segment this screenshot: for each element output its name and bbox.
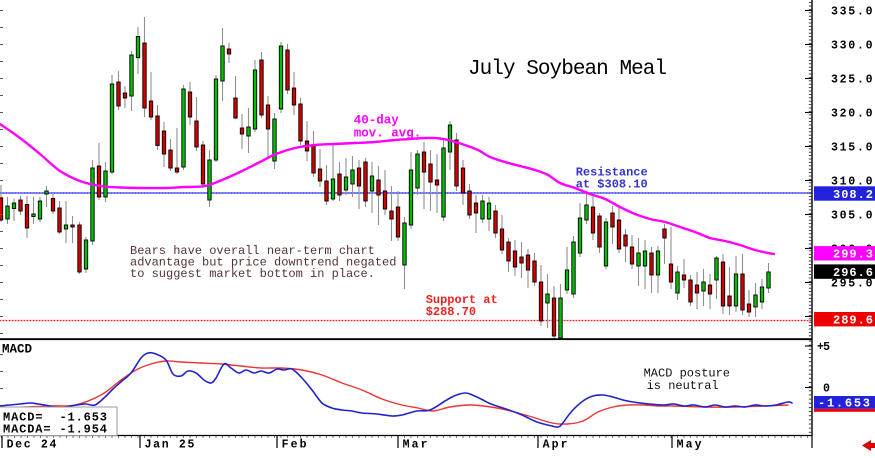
svg-text:295.0: 295.0	[831, 278, 873, 291]
svg-text:Apr: Apr	[543, 438, 568, 451]
svg-text:Support at: Support at	[426, 293, 498, 307]
svg-text:305.0: 305.0	[831, 210, 873, 223]
svg-text:MACD= -1.653: MACD= -1.653	[3, 411, 107, 425]
svg-text:0: 0	[823, 383, 830, 396]
svg-text:to suggest market bottom in pl: to suggest market bottom in place.	[130, 267, 375, 281]
svg-text:330.0: 330.0	[831, 40, 873, 53]
svg-text:335.0: 335.0	[831, 6, 873, 19]
svg-text:40-day: 40-day	[354, 114, 400, 128]
svg-text:Jan 25: Jan 25	[145, 438, 195, 451]
svg-text:-1.653: -1.653	[818, 397, 870, 411]
svg-text:315.0: 315.0	[831, 142, 873, 155]
svg-text:Bears have overall near-term c: Bears have overall near-term chart	[130, 244, 375, 258]
svg-text:320.0: 320.0	[831, 108, 873, 121]
svg-text:is neutral: is neutral	[647, 379, 719, 393]
svg-text:MACD posture: MACD posture	[644, 367, 730, 381]
svg-text:MACDA= -1.954: MACDA= -1.954	[3, 423, 107, 437]
svg-text:at $308.10: at $308.10	[576, 178, 648, 192]
svg-text:mov. avg.: mov. avg.	[354, 127, 422, 141]
svg-text:Resistance: Resistance	[576, 166, 648, 180]
svg-text:289.6: 289.6	[833, 314, 873, 328]
svg-text:advantage but price downtrend: advantage but price downtrend negated	[130, 256, 396, 270]
svg-text:May: May	[677, 438, 702, 451]
svg-text:308.2: 308.2	[833, 188, 873, 202]
svg-text:310.0: 310.0	[831, 176, 873, 189]
svg-text:Dec 24: Dec 24	[7, 438, 57, 451]
svg-text:MACD: MACD	[2, 342, 33, 356]
svg-text:299.3: 299.3	[833, 248, 873, 262]
svg-text:Feb: Feb	[282, 438, 307, 451]
svg-text:296.6: 296.6	[833, 266, 873, 280]
svg-text:$288.70: $288.70	[426, 305, 476, 319]
svg-text:+5: +5	[817, 341, 830, 354]
svg-text:July Soybean Meal: July Soybean Meal	[468, 58, 667, 81]
svg-text:Mar: Mar	[403, 438, 428, 451]
svg-text:325.0: 325.0	[831, 74, 873, 87]
